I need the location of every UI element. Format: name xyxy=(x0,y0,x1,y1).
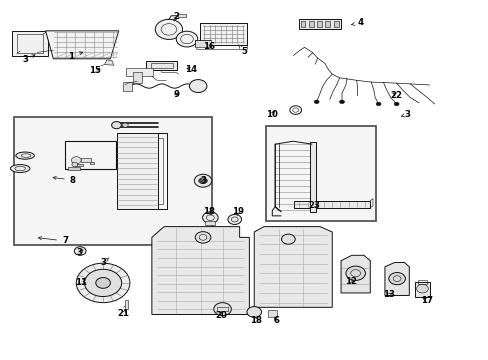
Circle shape xyxy=(393,102,398,106)
Circle shape xyxy=(176,31,197,47)
Bar xyxy=(12,31,47,56)
Circle shape xyxy=(416,284,427,293)
Bar xyxy=(267,310,276,317)
Text: 22: 22 xyxy=(390,90,402,99)
Circle shape xyxy=(189,80,206,93)
Bar xyxy=(414,282,429,297)
Text: 1: 1 xyxy=(68,52,82,61)
Text: 8: 8 xyxy=(53,176,76,185)
Circle shape xyxy=(375,102,380,106)
Text: 23: 23 xyxy=(307,201,320,210)
Polygon shape xyxy=(340,255,369,293)
Bar xyxy=(146,61,176,70)
Ellipse shape xyxy=(10,165,30,172)
Bar xyxy=(217,307,227,311)
Text: 3: 3 xyxy=(401,110,410,119)
Bar xyxy=(325,21,330,27)
Bar xyxy=(333,21,338,27)
Circle shape xyxy=(72,162,78,167)
Bar xyxy=(178,14,185,17)
Text: 13: 13 xyxy=(383,290,394,299)
Bar xyxy=(317,21,322,27)
Circle shape xyxy=(195,231,210,243)
Text: 5: 5 xyxy=(238,45,247,56)
Bar xyxy=(309,142,315,212)
Bar xyxy=(126,68,153,76)
Text: 20: 20 xyxy=(215,311,226,320)
Text: 18: 18 xyxy=(203,207,215,216)
Polygon shape xyxy=(384,262,408,296)
Text: 17: 17 xyxy=(421,296,432,305)
Bar xyxy=(90,162,94,164)
Bar xyxy=(14,117,211,244)
Circle shape xyxy=(388,273,405,285)
Text: 3: 3 xyxy=(77,248,83,257)
Bar xyxy=(266,126,375,221)
Bar xyxy=(150,63,172,68)
Bar xyxy=(133,72,142,83)
Bar xyxy=(68,167,80,170)
Bar xyxy=(308,21,313,27)
Bar xyxy=(300,21,305,27)
Text: 10: 10 xyxy=(266,110,278,119)
Circle shape xyxy=(74,247,86,255)
Text: 3: 3 xyxy=(100,258,109,267)
Bar xyxy=(17,35,42,53)
Circle shape xyxy=(155,19,182,40)
Circle shape xyxy=(227,215,241,225)
Bar xyxy=(417,280,426,284)
Circle shape xyxy=(122,123,128,127)
Polygon shape xyxy=(254,226,331,307)
Text: 18: 18 xyxy=(250,316,262,325)
Circle shape xyxy=(198,179,202,182)
Bar xyxy=(81,158,91,162)
Text: 21: 21 xyxy=(117,309,129,318)
Circle shape xyxy=(213,303,231,316)
Text: 12: 12 xyxy=(344,276,356,285)
Bar xyxy=(124,300,128,309)
Circle shape xyxy=(76,263,130,303)
Circle shape xyxy=(246,307,261,318)
Bar xyxy=(205,221,215,225)
Polygon shape xyxy=(45,31,119,59)
Text: 6: 6 xyxy=(273,316,279,325)
Text: 2: 2 xyxy=(173,12,179,21)
Text: 14: 14 xyxy=(184,65,197,74)
Text: 9: 9 xyxy=(173,90,179,99)
Text: 3: 3 xyxy=(22,55,35,64)
Circle shape xyxy=(314,100,319,104)
Circle shape xyxy=(203,179,207,182)
Circle shape xyxy=(194,174,211,187)
Text: 11: 11 xyxy=(75,278,87,287)
Bar xyxy=(75,163,82,166)
Text: 16: 16 xyxy=(203,42,215,51)
Polygon shape xyxy=(152,226,249,315)
Bar xyxy=(122,82,132,90)
Bar xyxy=(116,134,158,209)
Circle shape xyxy=(96,278,110,288)
Circle shape xyxy=(84,269,122,297)
Bar xyxy=(195,40,210,47)
Circle shape xyxy=(71,157,81,164)
Text: 15: 15 xyxy=(89,66,101,75)
Circle shape xyxy=(339,100,344,104)
Circle shape xyxy=(202,212,218,224)
Text: 3: 3 xyxy=(200,176,205,185)
Circle shape xyxy=(345,266,365,280)
Bar xyxy=(294,201,369,208)
Text: 4: 4 xyxy=(351,18,363,27)
Bar xyxy=(200,23,246,45)
Polygon shape xyxy=(104,60,114,65)
Ellipse shape xyxy=(16,152,34,159)
Bar xyxy=(65,140,116,169)
Circle shape xyxy=(281,234,295,244)
Text: 19: 19 xyxy=(232,207,244,216)
Text: 7: 7 xyxy=(39,237,68,246)
Circle shape xyxy=(111,122,121,129)
Circle shape xyxy=(199,178,206,184)
Bar xyxy=(299,19,340,29)
